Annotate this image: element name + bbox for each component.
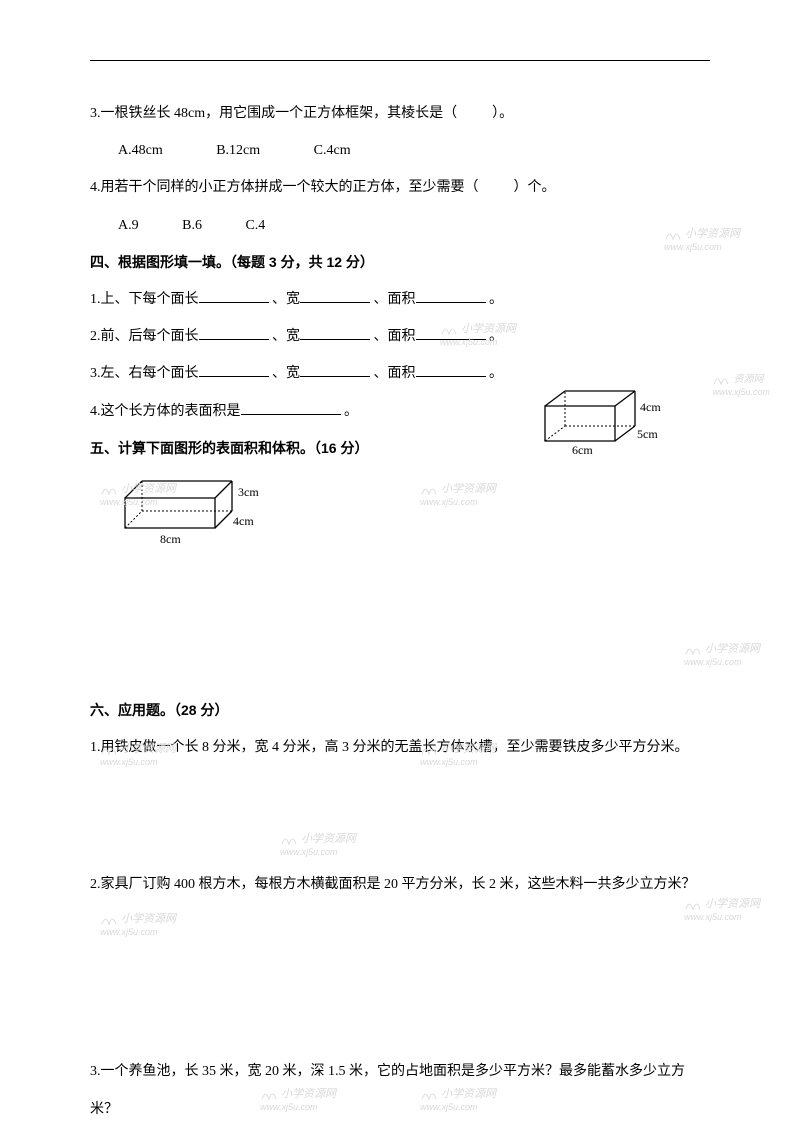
cuboid-right-h: 4cm bbox=[640, 400, 661, 414]
q3-opt-a: A.48cm bbox=[118, 138, 163, 163]
sec4-r1-d: 。 bbox=[489, 292, 503, 307]
sec6-q1: 1.用铁皮做一个长 8 分米，宽 4 分米，高 3 分米的无盖长方体水槽，至少需… bbox=[90, 735, 710, 760]
sec6-q3b: 米？ bbox=[90, 1097, 710, 1122]
cuboid-diagram-left: 3cm 4cm 8cm bbox=[120, 473, 710, 548]
q4-text-end: ）个。 bbox=[514, 180, 556, 195]
sec4-r3-d: 。 bbox=[489, 366, 503, 381]
q3-text: 3.一根铁丝长 48cm，用它围成一个正方体框架，其棱长是（ bbox=[90, 106, 457, 121]
cuboid-left-h: 3cm bbox=[238, 485, 259, 499]
sec6-q2: 2.家具厂订购 400 根方木，每根方木横截面积是 20 平方分米，长 2 米，… bbox=[90, 872, 710, 897]
sec4-r3-c: 、面积 bbox=[374, 366, 416, 381]
sec4-row1: 1.上、下每个面长 、宽 、面积 。 bbox=[90, 287, 710, 312]
watermark: 小学资源网www.xj5u.com bbox=[684, 640, 760, 668]
sec4-r4-b: 。 bbox=[344, 404, 358, 419]
sec4-r3-a: 3.左、右每个面长 bbox=[90, 366, 199, 381]
q3-options: A.48cm B.12cm C.4cm bbox=[90, 138, 710, 163]
sec4-r1-b: 、宽 bbox=[272, 292, 300, 307]
cuboid-left-d: 4cm bbox=[233, 514, 254, 528]
q4-options: A.9 B.6 C.4 bbox=[90, 213, 710, 238]
q3-opt-b: B.12cm bbox=[216, 138, 260, 163]
sec4-r2-a: 2.前、后每个面长 bbox=[90, 329, 199, 344]
sec4-r1-a: 1.上、下每个面长 bbox=[90, 292, 199, 307]
cuboid-right-d: 5cm bbox=[637, 427, 658, 441]
q4-text: 4.用若干个同样的小正方体拼成一个较大的正方体，至少需要（ bbox=[90, 180, 479, 195]
sec4-r2-c: 、面积 bbox=[374, 329, 416, 344]
top-rule bbox=[90, 60, 710, 61]
q3-opt-c: C.4cm bbox=[314, 138, 351, 163]
sec4-r3-b: 、宽 bbox=[272, 366, 300, 381]
sec4-r2-b: 、宽 bbox=[272, 329, 300, 344]
watermark: 资源网www.xj5u.com bbox=[712, 370, 770, 398]
cuboid-left-w: 8cm bbox=[160, 532, 181, 546]
q4-opt-b: B.6 bbox=[182, 213, 202, 238]
q4-opt-c: C.4 bbox=[245, 213, 265, 238]
sec4-row3: 3.左、右每个面长 、宽 、面积 。 bbox=[90, 361, 710, 386]
cuboid-diagram-right: 4cm 5cm 6cm bbox=[540, 386, 670, 461]
section-4-title: 四、根据图形填一填。（每题 3 分，共 12 分） bbox=[90, 250, 710, 275]
sec4-r4-a: 4.这个长方体的表面积是 bbox=[90, 404, 241, 419]
q3-text-end: ）。 bbox=[492, 106, 513, 121]
sec4-r1-c: 、面积 bbox=[374, 292, 416, 307]
q4-opt-a: A.9 bbox=[118, 213, 139, 238]
section-6-title: 六、应用题。（28 分） bbox=[90, 698, 710, 723]
sec4-row2: 2.前、后每个面长 、宽 、面积 。 bbox=[90, 324, 710, 349]
sec6-q3a: 3.一个养鱼池，长 35 米，宽 20 米，深 1.5 米，它的占地面积是多少平… bbox=[90, 1059, 710, 1084]
sec4-r2-d: 。 bbox=[489, 329, 503, 344]
cuboid-right-w: 6cm bbox=[572, 443, 593, 457]
question-4: 4.用若干个同样的小正方体拼成一个较大的正方体，至少需要（ ）个。 bbox=[90, 175, 710, 200]
question-3: 3.一根铁丝长 48cm，用它围成一个正方体框架，其棱长是（ ）。 bbox=[90, 101, 710, 126]
